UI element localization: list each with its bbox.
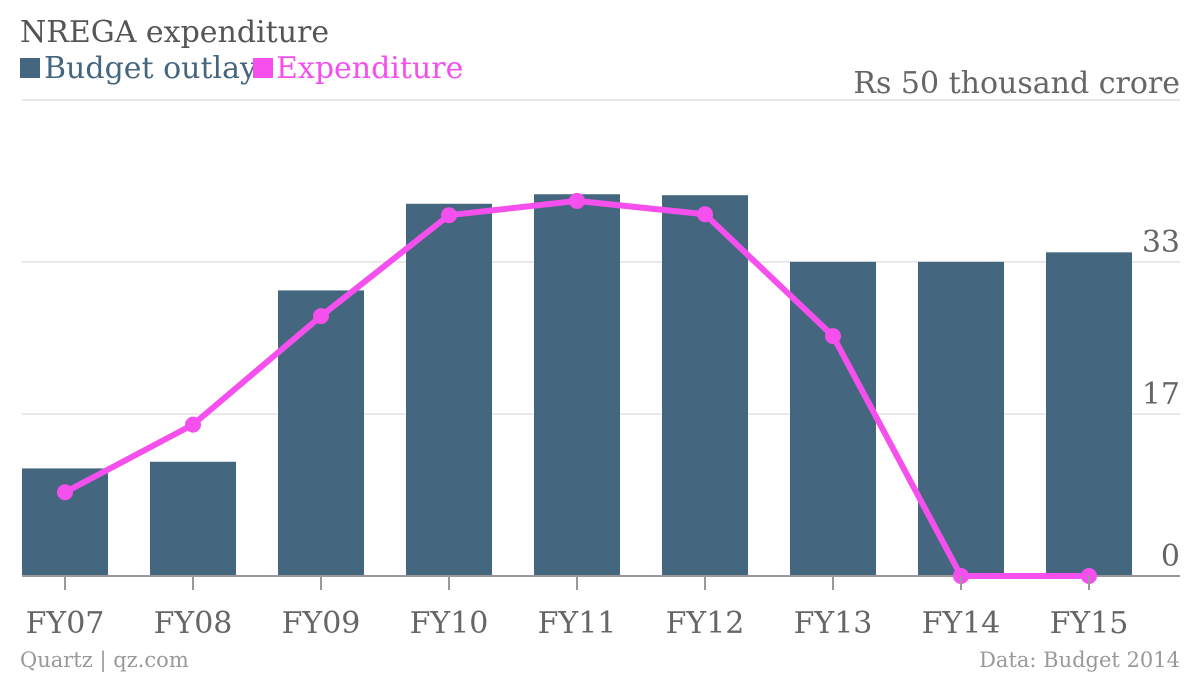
expenditure-point-fy13 bbox=[825, 328, 841, 345]
bars bbox=[22, 194, 1180, 577]
legend-label-expenditure: Expenditure bbox=[276, 51, 463, 86]
x-tick-labels: FY07 FY08 FY09 FY10 FY11 FY12 FY13 FY14 FY15 bbox=[26, 576, 1129, 641]
bar-fy08 bbox=[150, 461, 236, 576]
x-tick-label-fy13: FY13 bbox=[794, 606, 873, 641]
legend: Budget outlay Expenditure bbox=[20, 51, 463, 86]
y-unit-label: Rs 50 thousand crore bbox=[853, 66, 1180, 101]
chart-title: NREGA expenditure bbox=[20, 15, 329, 50]
x-tick-label-fy11: FY11 bbox=[538, 606, 617, 641]
legend-label-budget-outlay: Budget outlay bbox=[44, 51, 257, 86]
bar-fy10 bbox=[406, 203, 492, 576]
y-tick-labels: 0 17 33 bbox=[1142, 225, 1180, 574]
expenditure-point-fy08 bbox=[185, 416, 201, 433]
expenditure-point-fy12 bbox=[697, 206, 713, 223]
x-tick-label-fy14: FY14 bbox=[922, 606, 1001, 641]
expenditure-point-fy09 bbox=[313, 308, 329, 325]
expenditure-point-fy07 bbox=[57, 484, 73, 501]
bar-fy11 bbox=[534, 194, 620, 577]
footer-source-left: Quartz | qz.com bbox=[20, 648, 189, 673]
bar-fy15 bbox=[1046, 252, 1132, 576]
expenditure-point-fy11 bbox=[569, 192, 585, 209]
y-tick-label-33: 33 bbox=[1142, 225, 1180, 260]
x-tick-label-fy08: FY08 bbox=[154, 606, 233, 641]
bar-fy13 bbox=[790, 261, 876, 576]
x-tick-label-fy07: FY07 bbox=[26, 606, 105, 641]
bar-fy12 bbox=[662, 195, 748, 576]
legend-swatch-budget-outlay bbox=[20, 58, 40, 78]
x-tick-label-fy15: FY15 bbox=[1050, 606, 1129, 641]
bar-fy14 bbox=[918, 261, 1004, 576]
expenditure-point-fy10 bbox=[441, 207, 457, 224]
footer-source-right: Data: Budget 2014 bbox=[979, 648, 1180, 672]
legend-swatch-expenditure bbox=[253, 58, 273, 78]
x-tick-label-fy12: FY12 bbox=[666, 606, 745, 641]
bar-fy09 bbox=[278, 290, 364, 576]
x-tick-label-fy10: FY10 bbox=[410, 606, 489, 641]
x-tick-label-fy09: FY09 bbox=[282, 606, 361, 641]
y-tick-label-0: 0 bbox=[1161, 539, 1180, 574]
y-tick-label-17: 17 bbox=[1142, 377, 1180, 412]
